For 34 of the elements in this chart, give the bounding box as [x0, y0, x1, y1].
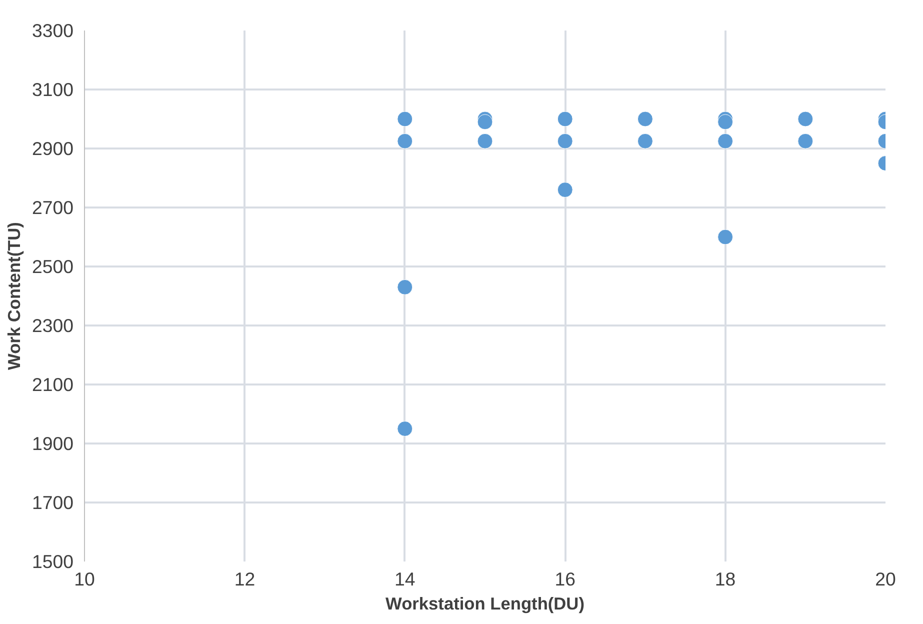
- x-tick-label: 12: [234, 568, 256, 590]
- y-axis-title: Work Content(TU): [4, 222, 24, 370]
- point: [798, 111, 814, 127]
- point: [557, 111, 573, 127]
- x-tick-label: 18: [714, 568, 736, 590]
- y-tick-label: 3100: [32, 79, 74, 100]
- point: [477, 133, 493, 149]
- x-tick-label: 16: [554, 568, 576, 590]
- point: [637, 111, 653, 127]
- y-tick-label: 2500: [32, 256, 74, 277]
- point: [397, 279, 413, 295]
- point: [397, 111, 413, 127]
- y-tick-label: 1500: [32, 551, 74, 572]
- y-tick-label: 1700: [32, 492, 74, 513]
- point: [637, 133, 653, 149]
- x-tick-label: 20: [875, 568, 896, 590]
- x-axis-title: Workstation Length(DU): [386, 594, 584, 614]
- point: [798, 133, 814, 149]
- point: [397, 133, 413, 149]
- point: [477, 114, 493, 130]
- y-tick-label: 2100: [32, 374, 74, 395]
- y-tick-label: 3300: [32, 20, 74, 41]
- point: [718, 114, 734, 130]
- point: [557, 182, 573, 198]
- y-tick-label: 2700: [32, 197, 74, 218]
- point: [718, 133, 734, 149]
- point: [557, 133, 573, 149]
- x-tick-label: 14: [394, 568, 416, 590]
- x-tick-label: 10: [74, 568, 95, 590]
- y-tick-label: 2300: [32, 315, 74, 336]
- y-tick-label: 2900: [32, 138, 74, 159]
- point: [397, 421, 413, 436]
- point: [718, 229, 734, 245]
- y-tick-label: 1900: [32, 433, 74, 454]
